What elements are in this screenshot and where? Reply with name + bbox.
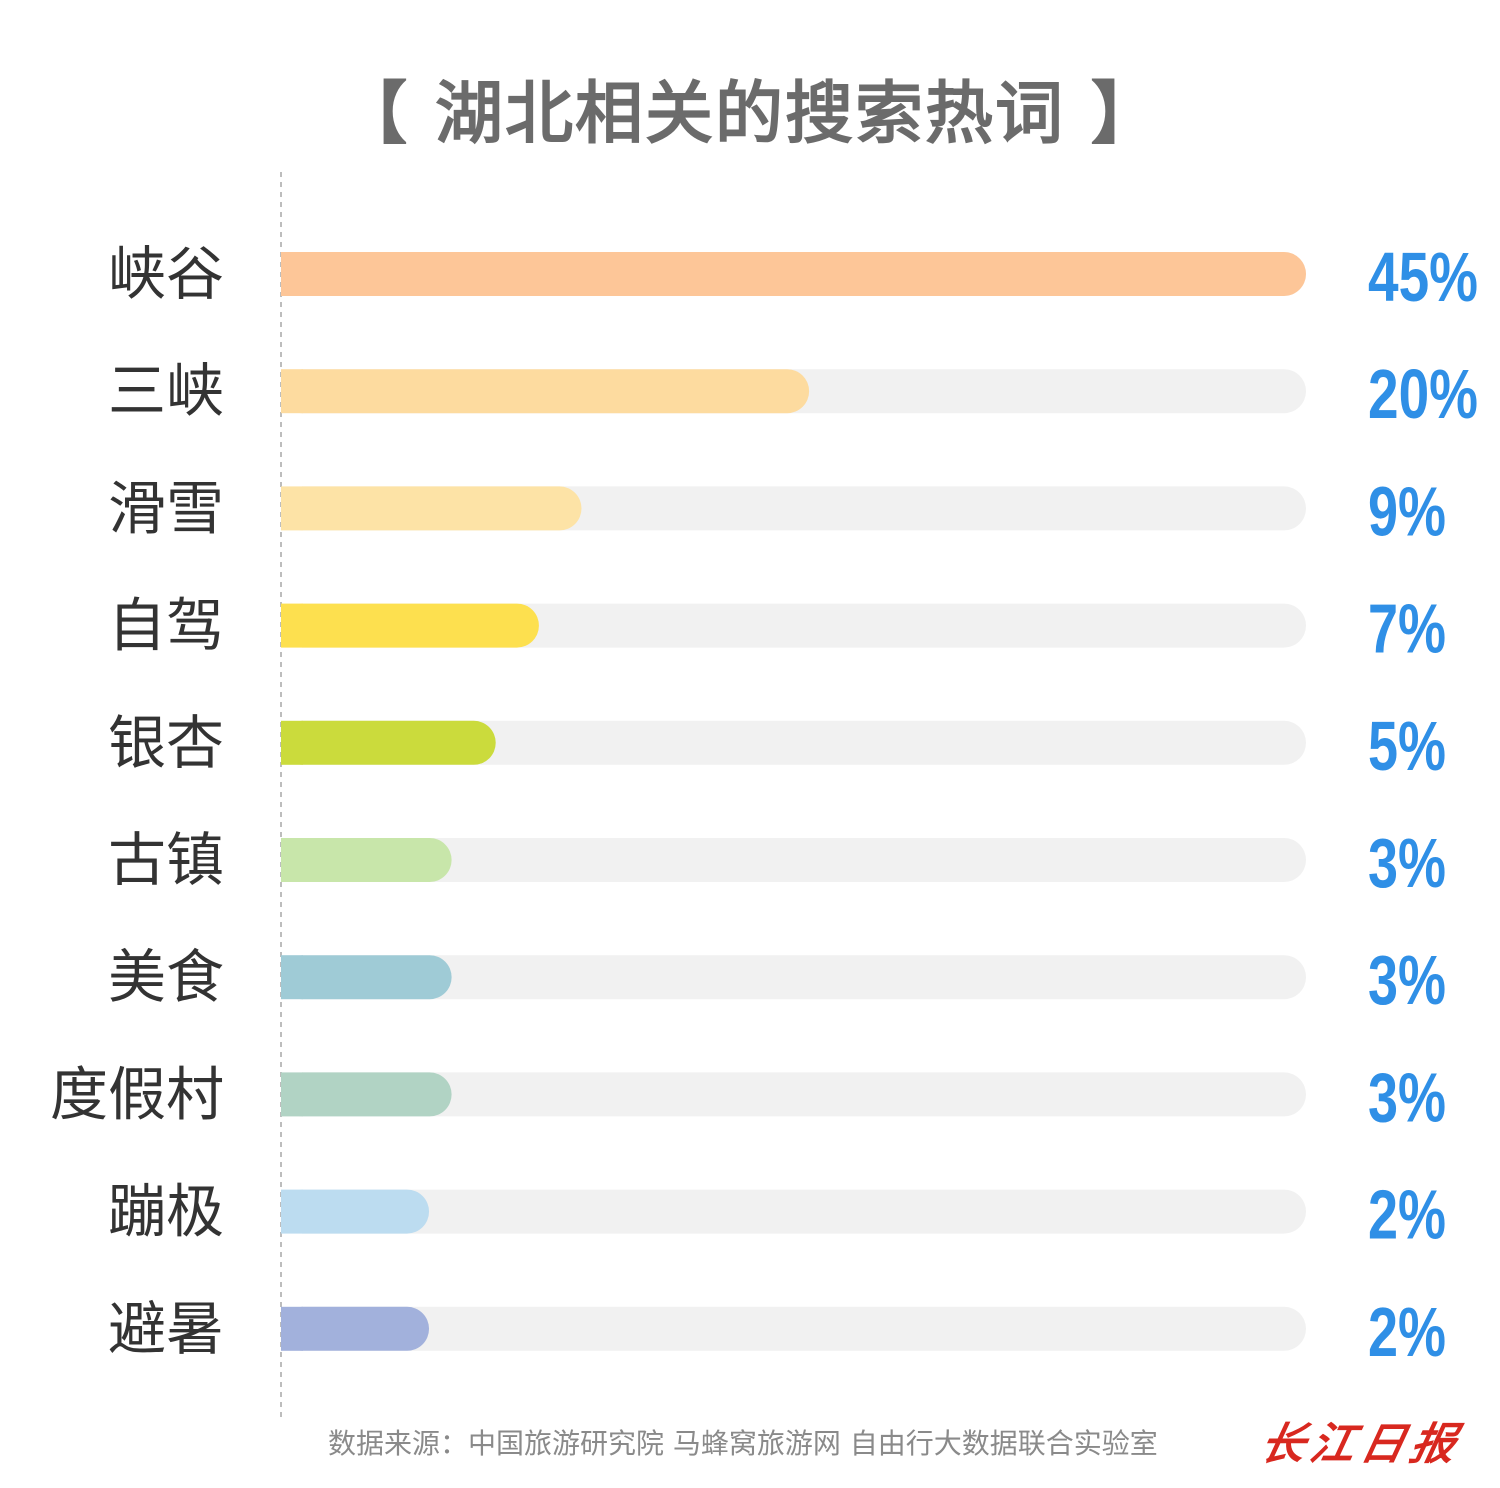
bar-5-base [281,720,303,765]
bar-3 [281,486,582,531]
category-label: 滑雪 [108,474,224,542]
bar-rows: 峡谷 45% 三峡 20% 滑雪 9% 自驾 7% 银杏 5% 古镇 3% 美食 3% 度假村 3% 蹦极 2% 避… [50,238,1478,1371]
value-label: 45% [1368,238,1478,316]
value-label: 5% [1368,707,1446,785]
value-label: 3% [1368,824,1446,902]
value-label: 3% [1368,941,1446,1019]
bar-4 [281,603,539,648]
bar-9 [281,1189,430,1234]
bar-1-base [281,252,303,296]
bar-6-base [281,838,303,882]
bar-4-base [281,603,303,648]
category-label: 古镇 [108,826,224,894]
bar-track [281,838,1306,882]
bar-track [281,1189,1306,1234]
bar-8-base [281,1072,303,1117]
category-label: 蹦极 [108,1178,224,1246]
category-label: 三峡 [108,357,224,425]
value-label: 20% [1368,355,1478,433]
bar-track [281,955,1306,1000]
bar-5 [281,720,496,765]
bar-track [281,1072,1306,1117]
bar-2-base [281,369,303,414]
bar-track [281,603,1306,648]
category-label: 自驾 [108,592,224,660]
bar-10 [281,1306,430,1351]
category-label: 银杏 [108,709,224,777]
category-label: 避暑 [108,1295,224,1363]
value-label: 2% [1368,1176,1446,1254]
value-label: 2% [1368,1293,1446,1371]
publisher-logo: 长江日报 [1255,1419,1467,1470]
bar-10-base [281,1306,303,1351]
category-label: 美食 [108,943,224,1011]
bar-9-base [281,1189,303,1234]
bar-8 [281,1072,452,1117]
bar-track [281,1306,1306,1351]
chart-title: 【 湖北相关的搜索热词 】 [339,75,1161,154]
bar-1 [281,252,1306,296]
category-label: 度假村 [50,1060,224,1128]
bar-track [281,720,1306,765]
data-source-note: 数据来源：中国旅游研究院 马蜂窝旅游网 自由行大数据联合实验室 [328,1427,1158,1460]
value-label: 7% [1368,590,1446,668]
value-label: 3% [1368,1058,1446,1136]
bar-6 [281,838,452,882]
bar-7-base [281,955,303,1000]
bar-3-base [281,486,303,531]
value-label: 9% [1368,472,1446,550]
bar-7 [281,955,452,1000]
category-label: 峡谷 [108,240,224,308]
bar-2 [281,369,810,414]
